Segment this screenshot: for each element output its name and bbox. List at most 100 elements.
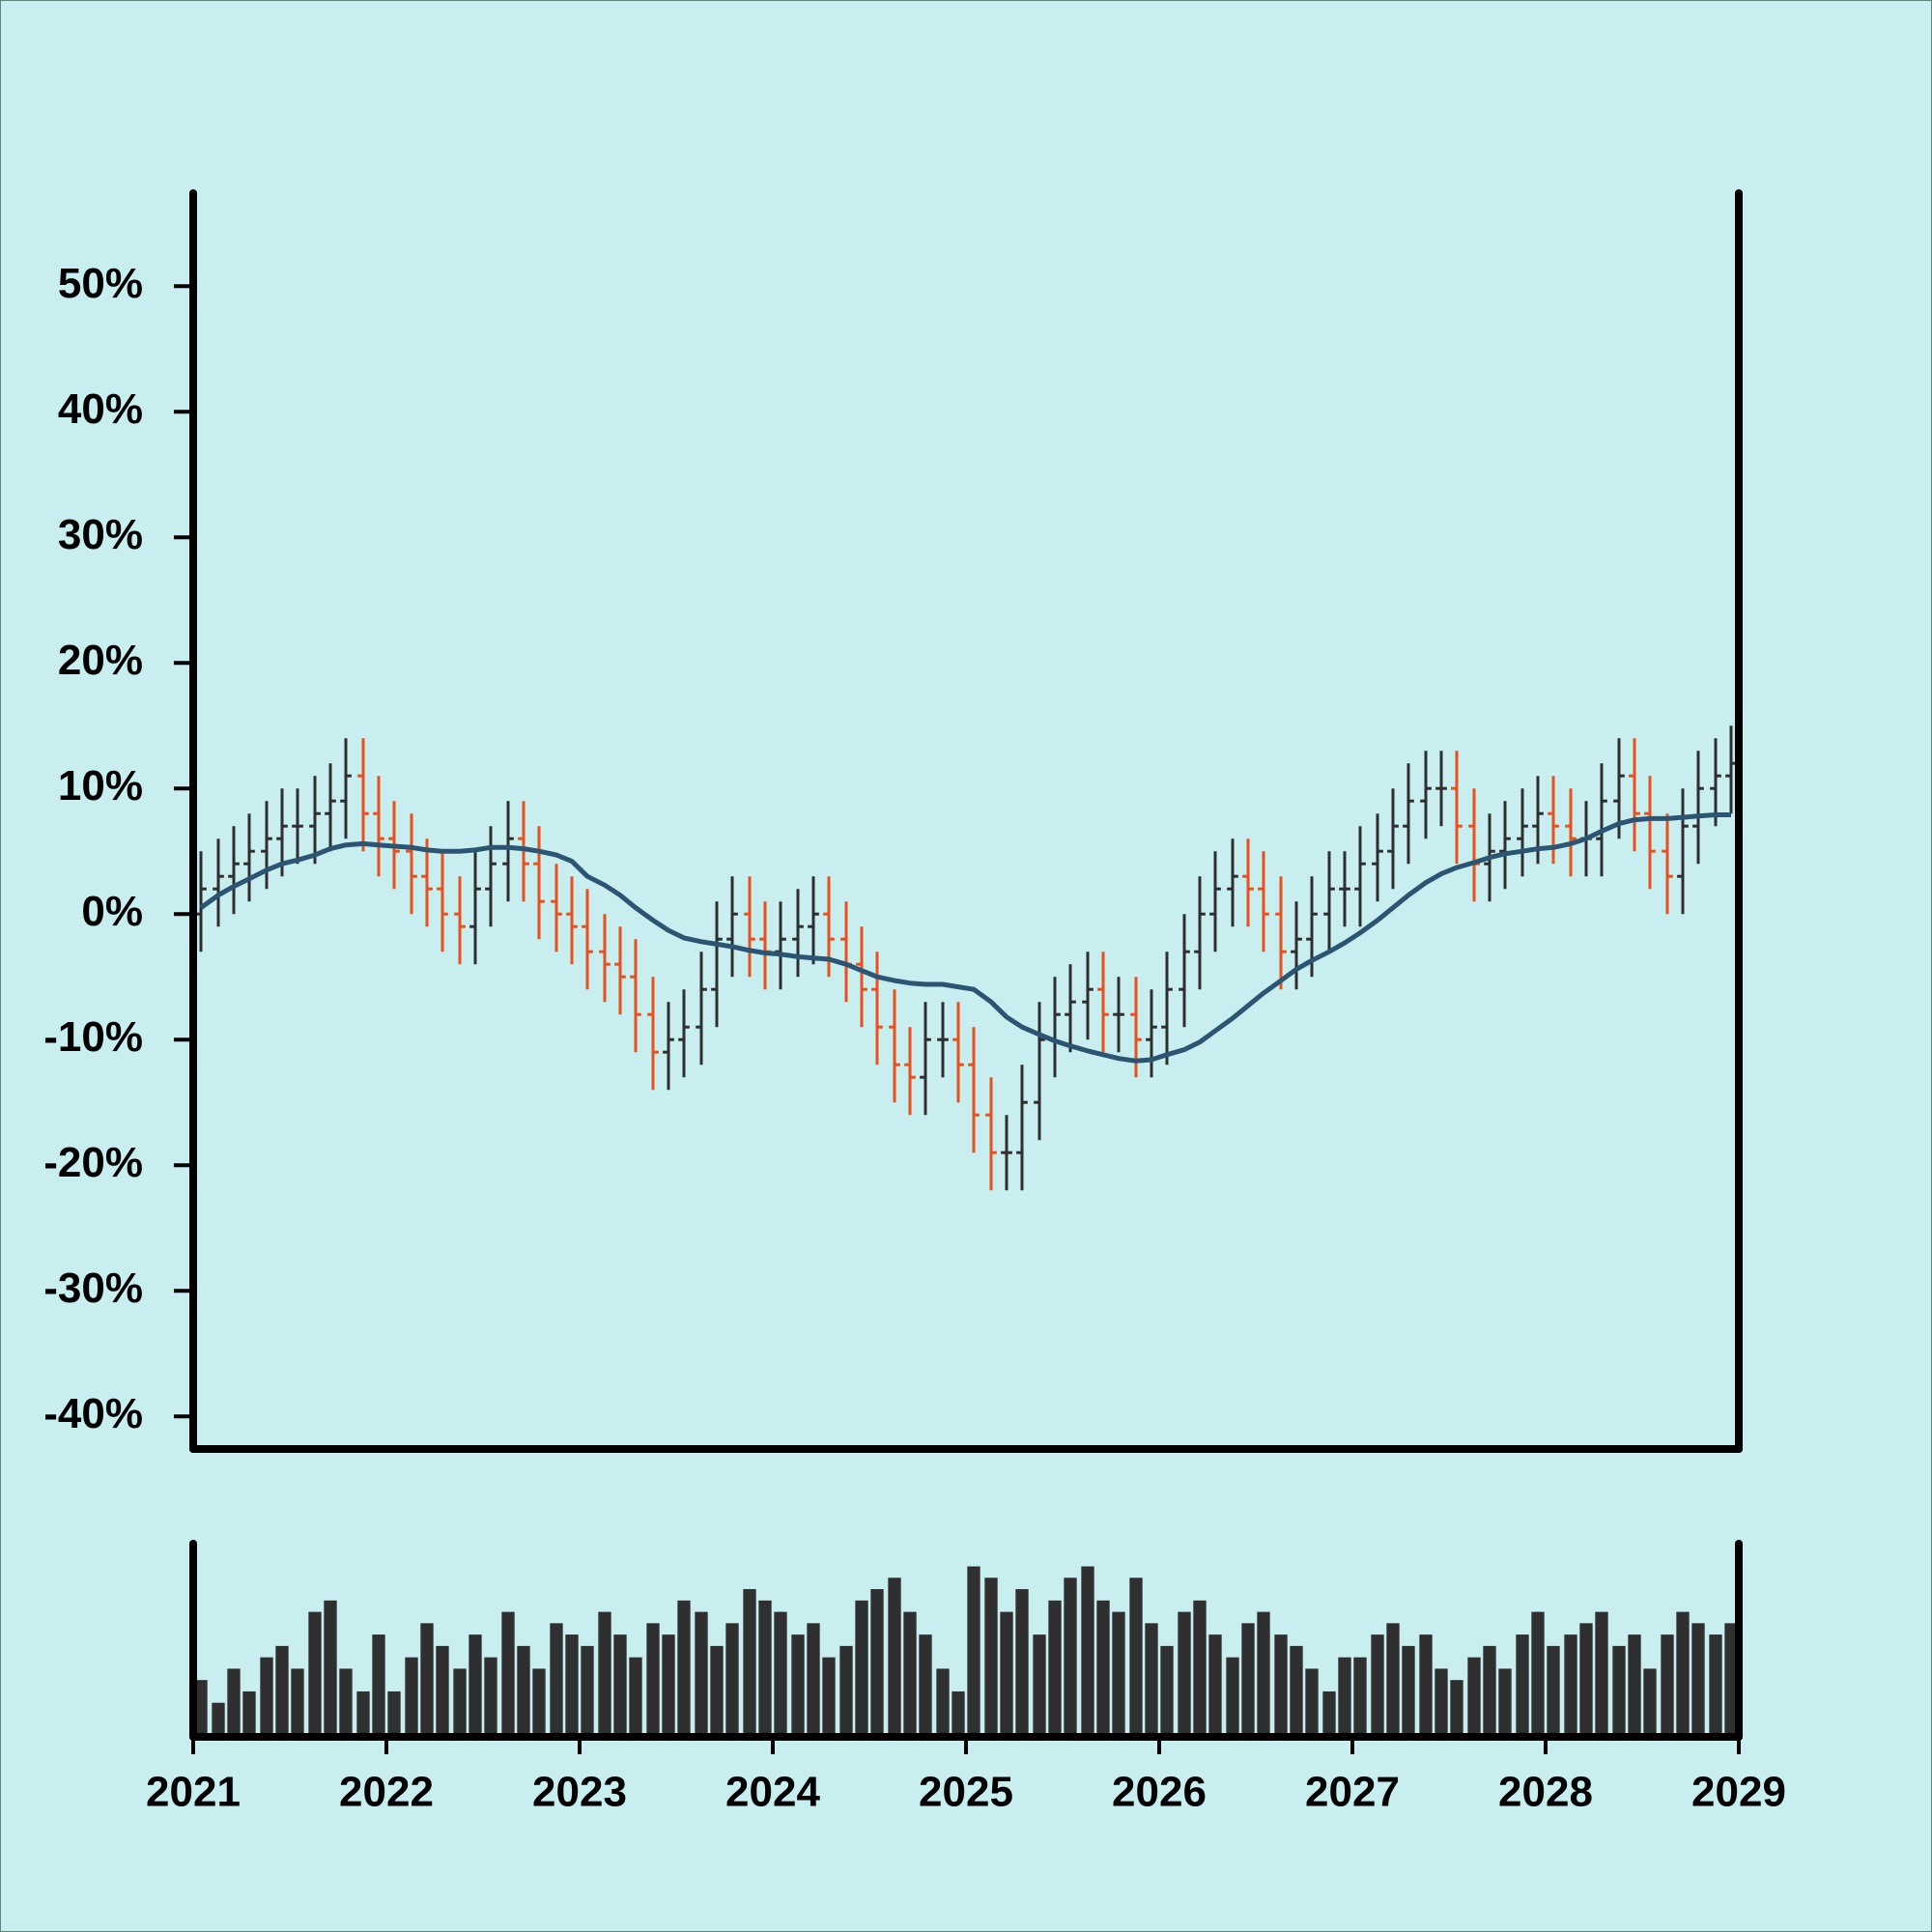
volume-bar <box>291 1668 304 1737</box>
y-tick-label: 10% <box>58 762 143 810</box>
volume-bar <box>598 1611 611 1737</box>
volume-bar <box>1305 1668 1319 1737</box>
x-tick-label: 2025 <box>919 1769 1013 1816</box>
volume-bar <box>839 1645 853 1737</box>
y-tick-label: -10% <box>43 1013 143 1061</box>
volume-bar <box>695 1611 708 1737</box>
volume-bar <box>581 1645 594 1737</box>
volume-bar <box>1015 1589 1029 1737</box>
volume-bar <box>405 1657 418 1737</box>
y-tick-label: 30% <box>58 511 143 558</box>
x-tick-label: 2023 <box>532 1769 627 1816</box>
volume-bar <box>1564 1634 1577 1737</box>
y-tick-label: -30% <box>43 1264 143 1312</box>
volume-bar <box>952 1690 965 1737</box>
volume-bar <box>1547 1645 1560 1737</box>
volume-bar <box>662 1634 675 1737</box>
volume-bar <box>517 1645 530 1737</box>
volume-bar <box>260 1657 273 1737</box>
volume-bar <box>1467 1657 1481 1737</box>
volume-bar <box>774 1611 787 1737</box>
volume-bar <box>1498 1668 1512 1737</box>
volume-bar <box>436 1645 449 1737</box>
volume-bar <box>1193 1600 1207 1737</box>
volume-bar <box>420 1623 434 1737</box>
volume-bar <box>308 1611 322 1737</box>
volume-bar <box>484 1657 497 1737</box>
volume-bar <box>1386 1623 1400 1737</box>
volume-bar <box>903 1611 917 1737</box>
volume-bar <box>387 1690 401 1737</box>
x-tick-label: 2028 <box>1498 1769 1593 1816</box>
volume-bar <box>1450 1680 1463 1737</box>
volume-bar <box>1257 1611 1270 1737</box>
volume-bar <box>501 1611 515 1737</box>
x-tick-label: 2029 <box>1691 1769 1786 1816</box>
volume-bar <box>1483 1645 1496 1737</box>
volume-bar <box>194 1680 208 1737</box>
y-tick-label: 50% <box>58 260 143 307</box>
volume-bar <box>1178 1611 1191 1737</box>
volume-bar <box>372 1634 385 1737</box>
volume-bar <box>1371 1634 1384 1737</box>
volume-bar <box>1724 1623 1738 1737</box>
y-tick-label: 40% <box>58 385 143 433</box>
y-tick-label: -40% <box>43 1390 143 1437</box>
volume-bar <box>1064 1577 1077 1737</box>
volume-bar <box>1145 1623 1158 1737</box>
volume-bar <box>227 1668 241 1737</box>
volume-bar <box>870 1589 884 1737</box>
volume-bar <box>1241 1623 1255 1737</box>
moving-average <box>199 812 1731 1064</box>
volume-bar <box>743 1589 756 1737</box>
volume-bar <box>936 1668 950 1737</box>
volume-bar <box>550 1623 563 1737</box>
volume-bar <box>1000 1611 1013 1737</box>
volume-bar <box>1353 1657 1367 1737</box>
x-tick-label: 2027 <box>1305 1769 1400 1816</box>
volume-bar <box>1096 1600 1110 1737</box>
volume-bar <box>613 1634 627 1737</box>
volume-bar <box>1048 1600 1062 1737</box>
volume-bar <box>1516 1634 1529 1737</box>
volume-bar <box>984 1577 998 1737</box>
volume-bar <box>710 1645 724 1737</box>
volume-bar <box>1676 1611 1690 1737</box>
volume-bar <box>1531 1611 1545 1737</box>
volume-bar <box>453 1668 467 1737</box>
volume-bar <box>855 1600 868 1737</box>
volume-bar <box>807 1623 820 1737</box>
volume-bar <box>1419 1634 1433 1737</box>
volume-bar <box>1579 1623 1593 1737</box>
volume-bar <box>212 1702 225 1737</box>
volume-bar <box>1129 1577 1143 1737</box>
volume-bar <box>565 1634 579 1737</box>
x-tick-label: 2026 <box>1112 1769 1207 1816</box>
y-tick-label: -20% <box>43 1139 143 1186</box>
volume-bar <box>1081 1566 1094 1737</box>
volume-bar <box>1402 1645 1415 1737</box>
volume-bar <box>1226 1657 1239 1737</box>
volume-bar <box>791 1634 805 1737</box>
volume-bar <box>339 1668 353 1737</box>
volume-bar <box>646 1623 660 1737</box>
volume-bar <box>629 1657 642 1737</box>
volume-bar <box>1208 1634 1222 1737</box>
volume-bar <box>1274 1634 1288 1737</box>
volume-bar <box>1322 1690 1336 1737</box>
volume-bar <box>324 1600 337 1737</box>
volume-bar <box>1709 1634 1722 1737</box>
volume-bar <box>356 1690 370 1737</box>
volume-bar <box>1661 1634 1674 1737</box>
volume-bar <box>532 1668 546 1737</box>
volume-bar <box>677 1600 691 1737</box>
volume-bar <box>469 1634 482 1737</box>
volume-bar <box>1691 1623 1705 1737</box>
volume-bar <box>1612 1645 1626 1737</box>
volume-bar <box>275 1645 289 1737</box>
volume-bar <box>242 1690 256 1737</box>
x-tick-label: 2022 <box>339 1769 434 1816</box>
